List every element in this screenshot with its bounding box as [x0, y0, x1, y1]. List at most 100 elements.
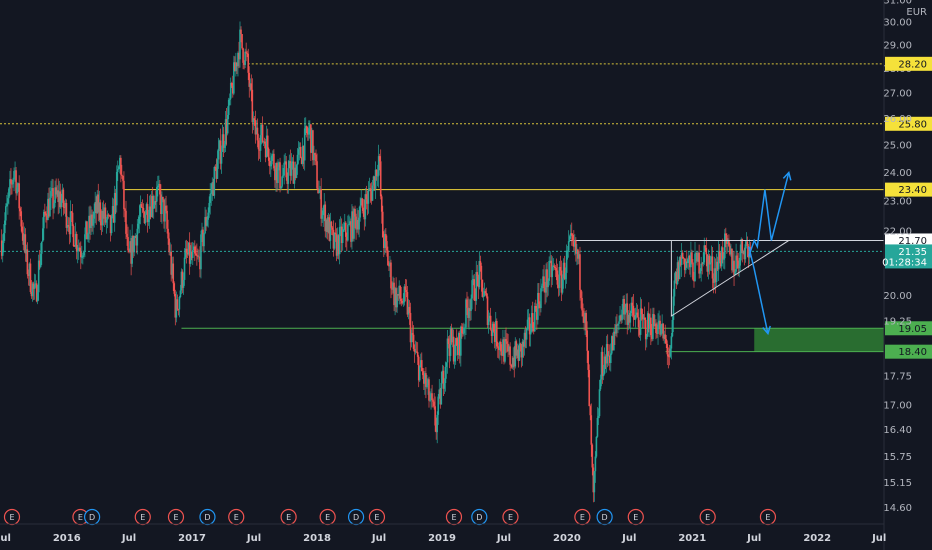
candle-body — [613, 331, 615, 351]
candle-body — [163, 199, 165, 222]
candle — [520, 343, 523, 368]
candle-body — [595, 436, 598, 457]
candle — [626, 293, 629, 335]
candle-body — [698, 252, 700, 274]
candle-body — [546, 269, 548, 288]
candle — [70, 211, 73, 223]
candle — [90, 206, 92, 235]
candle — [319, 185, 321, 200]
candle — [559, 255, 562, 276]
candle — [217, 137, 220, 169]
candle — [412, 325, 415, 352]
candle-body — [443, 383, 446, 389]
candle-body — [33, 284, 36, 289]
candle-body — [596, 417, 599, 437]
candle-body — [464, 327, 466, 329]
candle — [272, 150, 274, 161]
candle — [588, 364, 591, 407]
candle — [138, 205, 141, 234]
candle-body — [716, 261, 719, 270]
candle — [129, 229, 131, 253]
candle — [617, 323, 619, 334]
candle-body — [340, 226, 343, 243]
candle-body — [275, 162, 277, 181]
time-tick-label: Jul — [0, 533, 11, 544]
candle-body — [608, 355, 611, 363]
candle — [433, 393, 435, 410]
candle — [88, 206, 90, 244]
candle — [596, 407, 599, 438]
candle — [717, 240, 720, 282]
candle-body — [717, 251, 720, 270]
candle-body — [100, 220, 103, 226]
candle-body — [652, 314, 654, 340]
candle — [69, 200, 72, 243]
candle-body — [565, 250, 568, 273]
candle-body — [207, 212, 209, 220]
candle-body — [463, 327, 465, 334]
candle — [283, 154, 285, 185]
candle-body — [427, 379, 429, 386]
candle-body — [389, 262, 391, 267]
candle-body — [371, 185, 374, 201]
candle-body — [330, 221, 333, 228]
candle — [214, 164, 217, 171]
candle-body — [87, 233, 89, 240]
candle-body — [220, 151, 223, 164]
candle — [517, 345, 520, 368]
candle — [111, 197, 114, 219]
candle — [1, 234, 4, 263]
candle — [569, 224, 572, 239]
candle — [262, 140, 265, 146]
candle — [672, 288, 675, 333]
candle-body — [388, 265, 390, 267]
candle-body — [153, 201, 156, 205]
candle — [368, 177, 371, 192]
candle-body — [689, 255, 691, 268]
candle — [466, 291, 468, 316]
candle-body — [38, 260, 41, 267]
candle — [674, 271, 677, 284]
candle — [206, 216, 208, 227]
earnings-event-marker: E — [445, 508, 463, 526]
price-axis[interactable]: EUR 14.6015.1515.7516.4017.0017.7518.401… — [882, 0, 932, 550]
candle-body — [601, 351, 604, 377]
level-tag-text-25.80: 25.80 — [898, 119, 927, 130]
candle-body — [381, 211, 384, 238]
candle — [547, 278, 549, 296]
candle — [322, 205, 324, 227]
candle — [65, 199, 68, 235]
candle-body — [149, 206, 152, 217]
candle — [7, 192, 9, 215]
candle-body — [266, 135, 269, 149]
candle — [410, 329, 413, 348]
candle-body — [130, 241, 132, 264]
candle-body — [144, 214, 147, 224]
candle-body — [0, 240, 3, 256]
candle-body — [21, 226, 24, 234]
candle-body — [72, 226, 75, 246]
candle — [72, 224, 75, 247]
candle — [616, 314, 618, 338]
candle-body — [605, 344, 608, 364]
candle-body — [742, 251, 745, 254]
candle-body — [604, 356, 607, 364]
candle-body — [619, 315, 621, 322]
candle-body — [692, 262, 694, 280]
candle — [197, 248, 199, 260]
candle-body — [23, 234, 26, 245]
candle-body — [710, 256, 713, 263]
candle-body — [274, 168, 276, 181]
candle-body — [589, 406, 592, 416]
candle — [606, 334, 609, 368]
time-tick-label: Jul — [746, 533, 761, 544]
candle-body — [375, 169, 378, 176]
candle — [77, 239, 80, 260]
time-axis[interactable]: Jul2016Jul2017Jul2018Jul2019Jul2020Jul20… — [0, 523, 886, 544]
candle-body — [544, 288, 546, 293]
candle — [471, 269, 473, 310]
candle-body — [295, 165, 298, 178]
candle — [602, 364, 605, 381]
